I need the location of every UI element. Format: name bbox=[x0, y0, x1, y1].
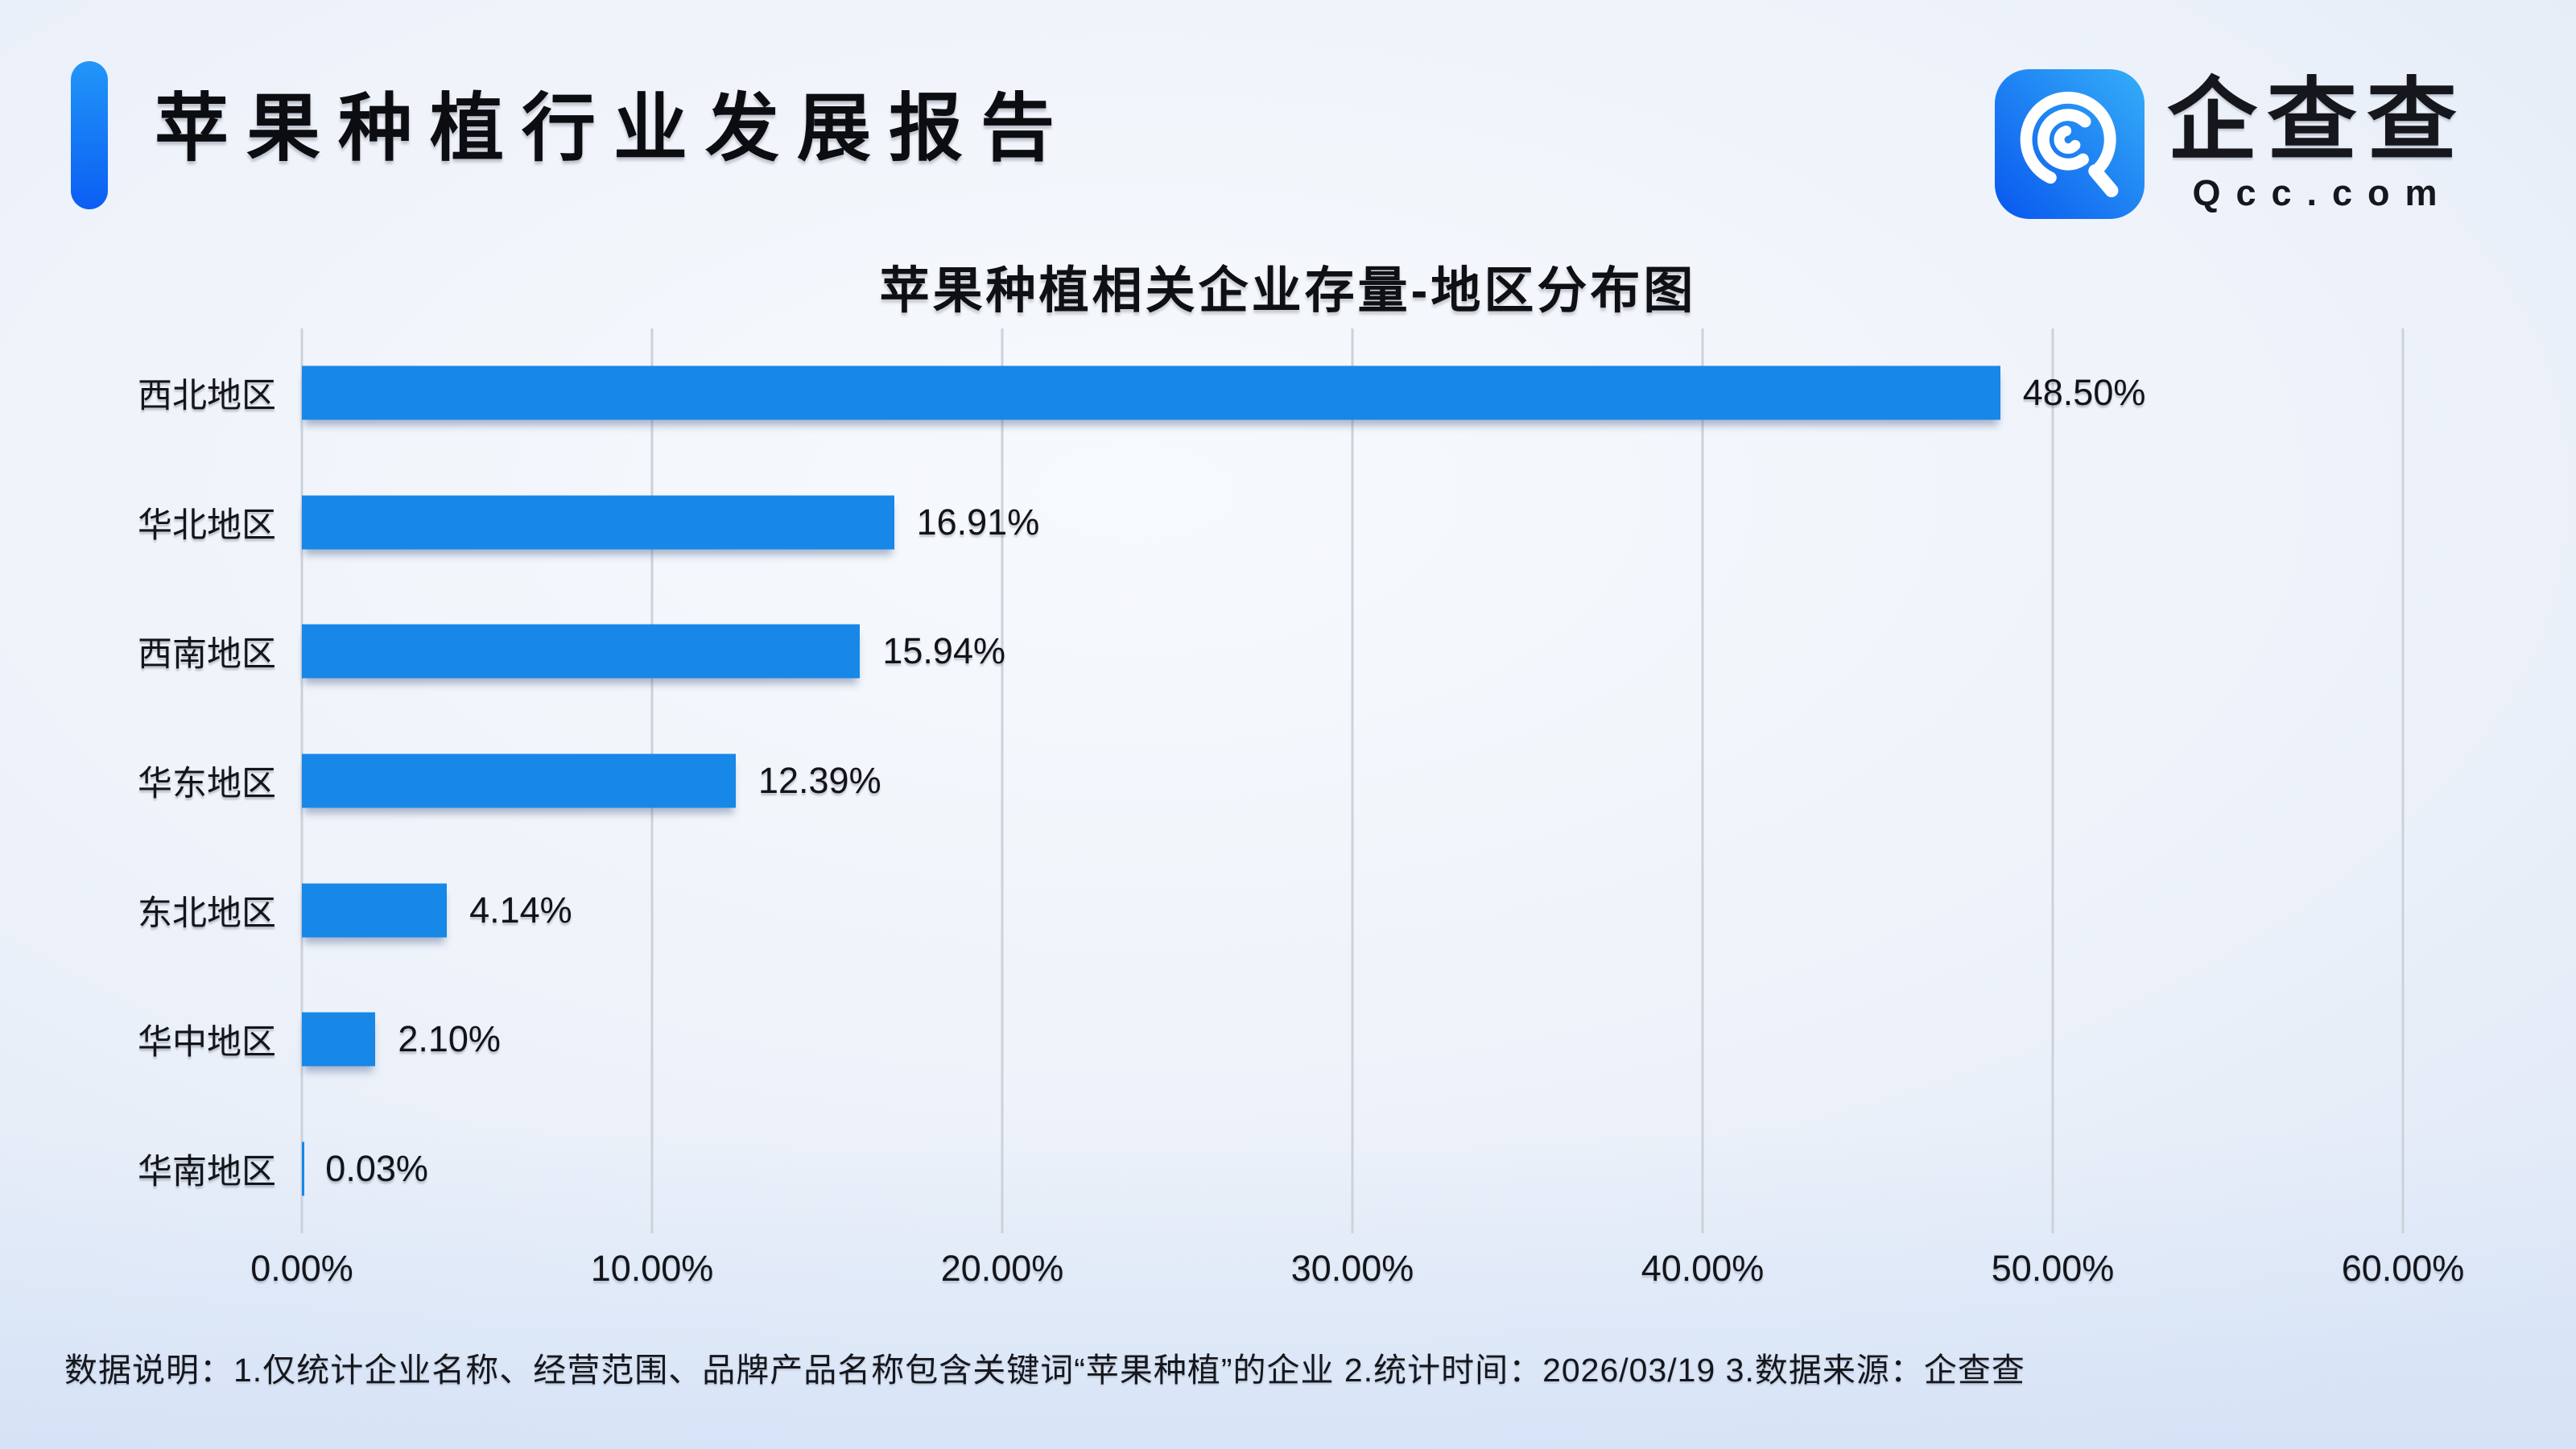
value-label: 16.91% bbox=[916, 501, 1040, 543]
bar-track: 12.39% bbox=[302, 716, 2403, 846]
x-tick-label: 10.00% bbox=[590, 1248, 714, 1289]
bar-track: 2.10% bbox=[302, 975, 2403, 1104]
bar bbox=[302, 365, 2000, 420]
bar-row: 华东地区 12.39% bbox=[0, 716, 2576, 846]
bar-row: 东北地区 4.14% bbox=[0, 845, 2576, 975]
gridline bbox=[1351, 328, 1354, 1233]
category-label: 华中地区 bbox=[138, 1023, 276, 1063]
x-axis: 0.00% 10.00% 20.00% 30.00% 40.00% 50.00%… bbox=[250, 1248, 2464, 1304]
bar bbox=[302, 1012, 376, 1067]
gridline bbox=[1701, 328, 1704, 1233]
bar bbox=[302, 1141, 304, 1196]
bar-row: 华南地区 0.03% bbox=[0, 1104, 2576, 1233]
bar-row: 华中地区 2.10% bbox=[0, 975, 2576, 1104]
bar-track: 15.94% bbox=[302, 587, 2403, 716]
value-label: 0.03% bbox=[325, 1147, 428, 1189]
bar-track: 4.14% bbox=[302, 845, 2403, 975]
bar bbox=[302, 753, 736, 808]
qcc-logo: 企查查 Qcc.com bbox=[1995, 68, 2486, 229]
qcc-logo-icon bbox=[1995, 69, 2145, 219]
category-label: 西北地区 bbox=[138, 377, 276, 416]
bar-track: 0.03% bbox=[302, 1104, 2403, 1233]
gridline bbox=[2401, 328, 2405, 1233]
category-label: 东北地区 bbox=[138, 894, 276, 933]
bar-row: 西北地区 48.50% bbox=[0, 328, 2576, 458]
bar-row: 华北地区 16.91% bbox=[0, 458, 2576, 588]
x-tick-label: 0.00% bbox=[250, 1248, 353, 1289]
chart-title: 苹果种植相关企业存量-地区分布图 bbox=[879, 263, 1697, 319]
brand-name: 企查查 bbox=[2167, 70, 2467, 171]
bar bbox=[302, 883, 448, 938]
value-label: 4.14% bbox=[469, 889, 572, 931]
value-label: 15.94% bbox=[882, 630, 1005, 672]
x-tick-label: 30.00% bbox=[1290, 1248, 1414, 1289]
bar-track: 48.50% bbox=[302, 328, 2403, 458]
x-tick-label: 60.00% bbox=[2341, 1248, 2465, 1289]
category-label: 华东地区 bbox=[138, 765, 276, 804]
x-tick-label: 40.00% bbox=[1641, 1248, 1765, 1289]
category-label: 华北地区 bbox=[138, 506, 276, 545]
value-label: 2.10% bbox=[398, 1018, 501, 1060]
gridline bbox=[1001, 328, 1004, 1233]
x-tick-label: 50.00% bbox=[1991, 1248, 2115, 1289]
bar-row: 西南地区 15.94% bbox=[0, 587, 2576, 716]
bar-track: 16.91% bbox=[302, 458, 2403, 588]
category-label: 西南地区 bbox=[138, 635, 276, 675]
brand-domain: Qcc.com bbox=[2192, 172, 2453, 213]
bar-chart: 西北地区 48.50% 华北地区 16.91% 西南地区 15.94% 华东地区 bbox=[0, 328, 2576, 1233]
title-accent-bar bbox=[71, 61, 108, 209]
category-label: 华南地区 bbox=[138, 1152, 276, 1191]
value-label: 12.39% bbox=[758, 760, 881, 802]
bar bbox=[302, 624, 861, 679]
x-tick-label: 20.00% bbox=[940, 1248, 1064, 1289]
footer-note: 数据说明：1.仅统计企业名称、经营范围、品牌产品名称包含关键词“苹果种植”的企业… bbox=[64, 1352, 2025, 1389]
value-label: 48.50% bbox=[2022, 372, 2146, 414]
page-title: 苹果种植行业发展报告 bbox=[155, 88, 1073, 170]
gridline bbox=[2051, 328, 2054, 1233]
bar bbox=[302, 495, 894, 550]
